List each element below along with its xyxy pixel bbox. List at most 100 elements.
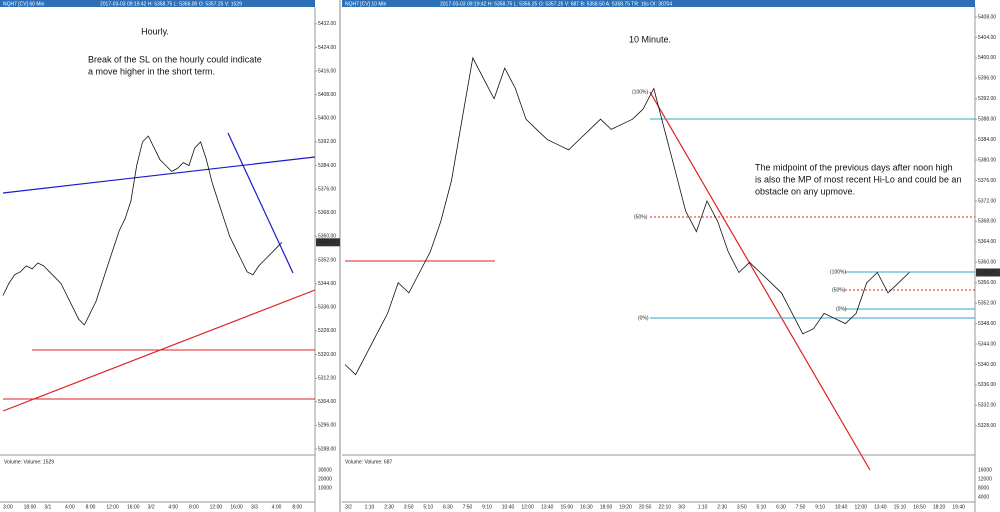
price-line (2, 135, 283, 326)
x-tick-label: 8:00 (86, 504, 96, 510)
y-tick-label: 5384.00 (978, 137, 996, 143)
trend-line (227, 132, 294, 274)
x-tick-label: 3/2 (345, 504, 352, 510)
x-tick-label: 1:10 (365, 504, 375, 510)
fib-label: (0%) (836, 306, 847, 312)
last-price-box (976, 268, 1000, 277)
x-tick-label: 3/3 (251, 504, 258, 510)
y-tick-label: 5340.00 (978, 362, 996, 368)
x-tick-label: 15:00 (561, 504, 574, 510)
x-tick-label: 2:30 (717, 504, 727, 510)
y-tick-label: 5328.00 (978, 423, 996, 429)
y-tick-label: 5328.00 (318, 328, 336, 334)
volume-tick-label: 4000 (978, 494, 989, 500)
x-tick-label: 3:50 (737, 504, 747, 510)
fib-label: (100%) (830, 269, 846, 275)
y-tick-label: 5360.00 (978, 260, 996, 266)
y-tick-label: 5336.00 (318, 305, 336, 311)
volume-tick-label: 8000 (978, 485, 989, 491)
y-tick-label: 5344.00 (318, 281, 336, 287)
x-tick-label: 4:00 (65, 504, 75, 510)
y-tick-label: 5372.00 (978, 198, 996, 204)
x-tick-label: 3:00 (3, 504, 13, 510)
y-tick-label: 5296.00 (318, 423, 336, 429)
last-price-box (316, 238, 340, 247)
x-tick-label: 10:40 (835, 504, 848, 510)
y-tick-label: 5376.00 (978, 178, 996, 184)
annotation-title: Hourly. (141, 26, 169, 36)
y-tick-label: 5376.00 (318, 186, 336, 192)
x-tick-label: 6:30 (776, 504, 786, 510)
x-tick-label: 12:00 (521, 504, 534, 510)
x-tick-label: 4:00 (272, 504, 282, 510)
x-tick-label: 3:50 (404, 504, 414, 510)
y-tick-label: 5352.00 (318, 257, 336, 263)
fib-label: (50%) (832, 287, 846, 293)
y-tick-label: 5312.00 (318, 375, 336, 381)
y-tick-label: 5432.00 (318, 21, 336, 27)
y-tick-label: 5392.00 (978, 96, 996, 102)
annotation-title: 10 Minute. (629, 34, 671, 44)
y-tick-label: 5408.00 (318, 92, 336, 98)
header-quote: 2017-03-03 09:19:42 H: 5358.75 L: 5356.0… (100, 1, 242, 7)
volume-label: Volume: Volume: 687 (345, 459, 392, 465)
x-tick-label: 19:40 (952, 504, 965, 510)
last-price: 5358.75 (318, 240, 336, 246)
y-tick-label: 5344.00 (978, 341, 996, 347)
annotation: a move higher in the short term. (88, 66, 215, 76)
volume-tick-label: 10000 (318, 485, 332, 491)
x-tick-label: 6:30 (443, 504, 453, 510)
y-tick-label: 5288.00 (318, 446, 336, 452)
x-tick-label: 3/1 (44, 504, 51, 510)
x-tick-label: 10:40 (502, 504, 515, 510)
x-tick-label: 13:40 (874, 504, 887, 510)
x-tick-label: 16:30 (580, 504, 593, 510)
y-tick-label: 5304.00 (318, 399, 336, 405)
y-tick-label: 5400.00 (318, 116, 336, 122)
x-tick-label: 22:10 (659, 504, 672, 510)
y-tick-label: 5352.00 (978, 300, 996, 306)
y-tick-label: 5368.00 (318, 210, 336, 216)
trend-line (2, 156, 316, 194)
volume-tick-label: 12000 (978, 476, 992, 482)
y-tick-label: 5388.00 (978, 117, 996, 123)
last-price: 5358.75 (978, 270, 996, 276)
annotation: is also the MP of most recent Hi-Lo and … (755, 174, 961, 184)
fib-label: (50%) (634, 214, 648, 220)
x-tick-label: 8:00 (189, 504, 199, 510)
x-tick-label: 18:00 (600, 504, 613, 510)
header-symbol: NQH7 [CV] 60 Min (3, 1, 45, 7)
y-tick-label: 5416.00 (318, 68, 336, 74)
x-tick-label: 20:50 (639, 504, 652, 510)
y-tick-label: 5336.00 (978, 382, 996, 388)
x-tick-label: 16:00 (230, 504, 243, 510)
x-tick-label: 15:10 (894, 504, 907, 510)
header-symbol: NQH7 [CV] 10 Min (345, 1, 387, 7)
y-tick-label: 5396.00 (978, 76, 996, 82)
x-tick-label: 18:00 (24, 504, 37, 510)
y-tick-label: 5408.00 (978, 14, 996, 20)
header-quote: 2017-03-03 09:19:42 H: 5358.75 L: 5356.2… (440, 1, 672, 7)
x-tick-label: 8:00 (292, 504, 302, 510)
y-tick-label: 5356.00 (978, 280, 996, 286)
annotation: Break of the SL on the hourly could indi… (88, 54, 262, 64)
header-bar (342, 0, 975, 7)
x-tick-label: 12:00 (854, 504, 867, 510)
y-tick-label: 5384.00 (318, 163, 336, 169)
y-tick-label: 5404.00 (978, 35, 996, 41)
header-bar (0, 0, 315, 7)
x-tick-label: 19:20 (619, 504, 632, 510)
trend-line (649, 91, 871, 471)
price-line (344, 56, 910, 376)
x-tick-label: 4:00 (168, 504, 178, 510)
x-tick-label: 9:10 (815, 504, 825, 510)
x-tick-label: 7:50 (463, 504, 473, 510)
x-tick-label: 7:50 (796, 504, 806, 510)
volume-tick-label: 20000 (318, 476, 332, 482)
x-tick-label: 5:10 (756, 504, 766, 510)
y-tick-label: 5400.00 (978, 55, 996, 61)
y-tick-label: 5332.00 (978, 403, 996, 409)
volume-label: Volume: Volume: 1529 (4, 459, 54, 465)
